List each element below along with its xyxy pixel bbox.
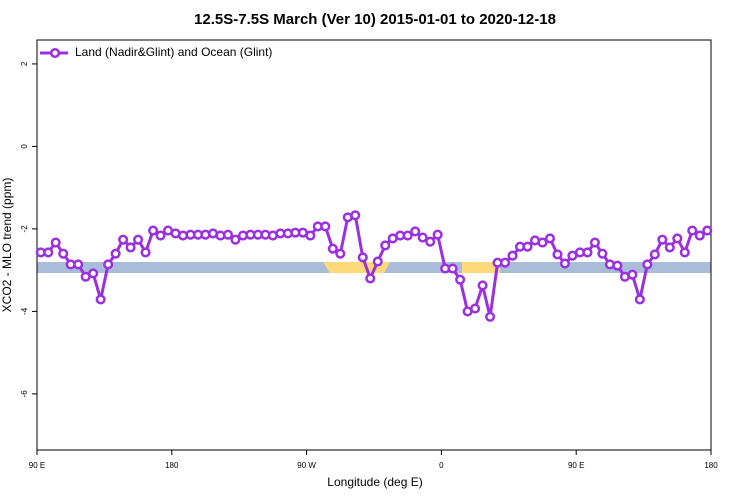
data-point: [642, 259, 653, 270]
data-point: [485, 311, 496, 322]
data-point: [357, 252, 368, 263]
x-tick-label: 0: [439, 461, 444, 470]
data-point: [155, 230, 166, 241]
data-point: [544, 233, 556, 244]
y-tick-label: 0: [20, 144, 29, 149]
data-point: [380, 240, 391, 251]
data-point: [477, 280, 488, 291]
data-point: [305, 230, 316, 241]
data-point: [522, 241, 533, 252]
x-tick-label: 180: [704, 461, 718, 470]
data-point: [455, 274, 466, 285]
data-point: [657, 234, 668, 245]
data-point: [425, 236, 436, 247]
x-tick-label: 90 W: [297, 461, 316, 470]
x-axis-label: Longitude (deg E): [327, 475, 422, 489]
data-point: [612, 260, 623, 271]
data-point: [43, 247, 54, 258]
data-point: [687, 225, 698, 236]
y-tick-label: -6: [20, 390, 29, 398]
data-point: [507, 250, 518, 261]
y-tick-label: -2: [20, 225, 29, 233]
data-point: [133, 234, 144, 245]
data-point: [500, 257, 511, 268]
data-point: [125, 242, 136, 253]
data-point: [694, 230, 705, 241]
data-point: [447, 263, 458, 274]
data-point: [372, 256, 383, 267]
data-point: [73, 259, 84, 270]
data-point: [335, 248, 346, 259]
data-point: [672, 233, 683, 244]
data-point: [582, 247, 593, 258]
data-point: [103, 259, 114, 270]
x-tick-label: 180: [165, 461, 179, 470]
chart-title: 12.5S-7.5S March (Ver 10) 2015-01-01 to …: [194, 11, 556, 28]
data-point: [537, 237, 548, 248]
x-tick-label: 90 E: [568, 461, 584, 470]
data-point: [627, 269, 638, 280]
y-tick-label: -4: [20, 307, 29, 315]
data-point: [470, 303, 481, 314]
y-tick-label: 2: [20, 61, 29, 66]
legend-marker: [49, 47, 61, 59]
data-point: [552, 249, 563, 260]
land-segment: [462, 262, 500, 273]
data-point: [679, 247, 690, 258]
data-point: [222, 229, 234, 240]
legend-label: Land (Nadir&Glint) and Ocean (Glint): [75, 45, 272, 59]
data-point: [559, 258, 571, 269]
data-point: [365, 273, 376, 284]
y-axis-label: XCO2 - MLO trend (ppm): [0, 178, 14, 313]
plot-frame: [36, 39, 712, 451]
data-point: [350, 210, 361, 221]
data-point: [50, 237, 61, 248]
data-point: [597, 248, 608, 259]
data-point: [649, 249, 660, 260]
data-point: [402, 230, 413, 241]
data-point: [417, 232, 428, 243]
x-tick-label: 90 E: [29, 461, 45, 470]
data-point: [148, 225, 159, 236]
data-point: [230, 234, 241, 245]
data-point: [110, 248, 121, 259]
data-point: [410, 226, 421, 237]
data-point: [702, 225, 713, 236]
data-point: [432, 229, 443, 240]
data-point: [320, 221, 331, 232]
data-point: [140, 247, 151, 258]
data-point: [327, 243, 338, 254]
data-point: [58, 248, 69, 259]
data-point: [95, 294, 106, 305]
data-point: [118, 234, 129, 245]
data-point: [88, 268, 99, 279]
data-point: [589, 237, 600, 248]
data-point: [664, 242, 675, 253]
data-point: [634, 294, 645, 305]
